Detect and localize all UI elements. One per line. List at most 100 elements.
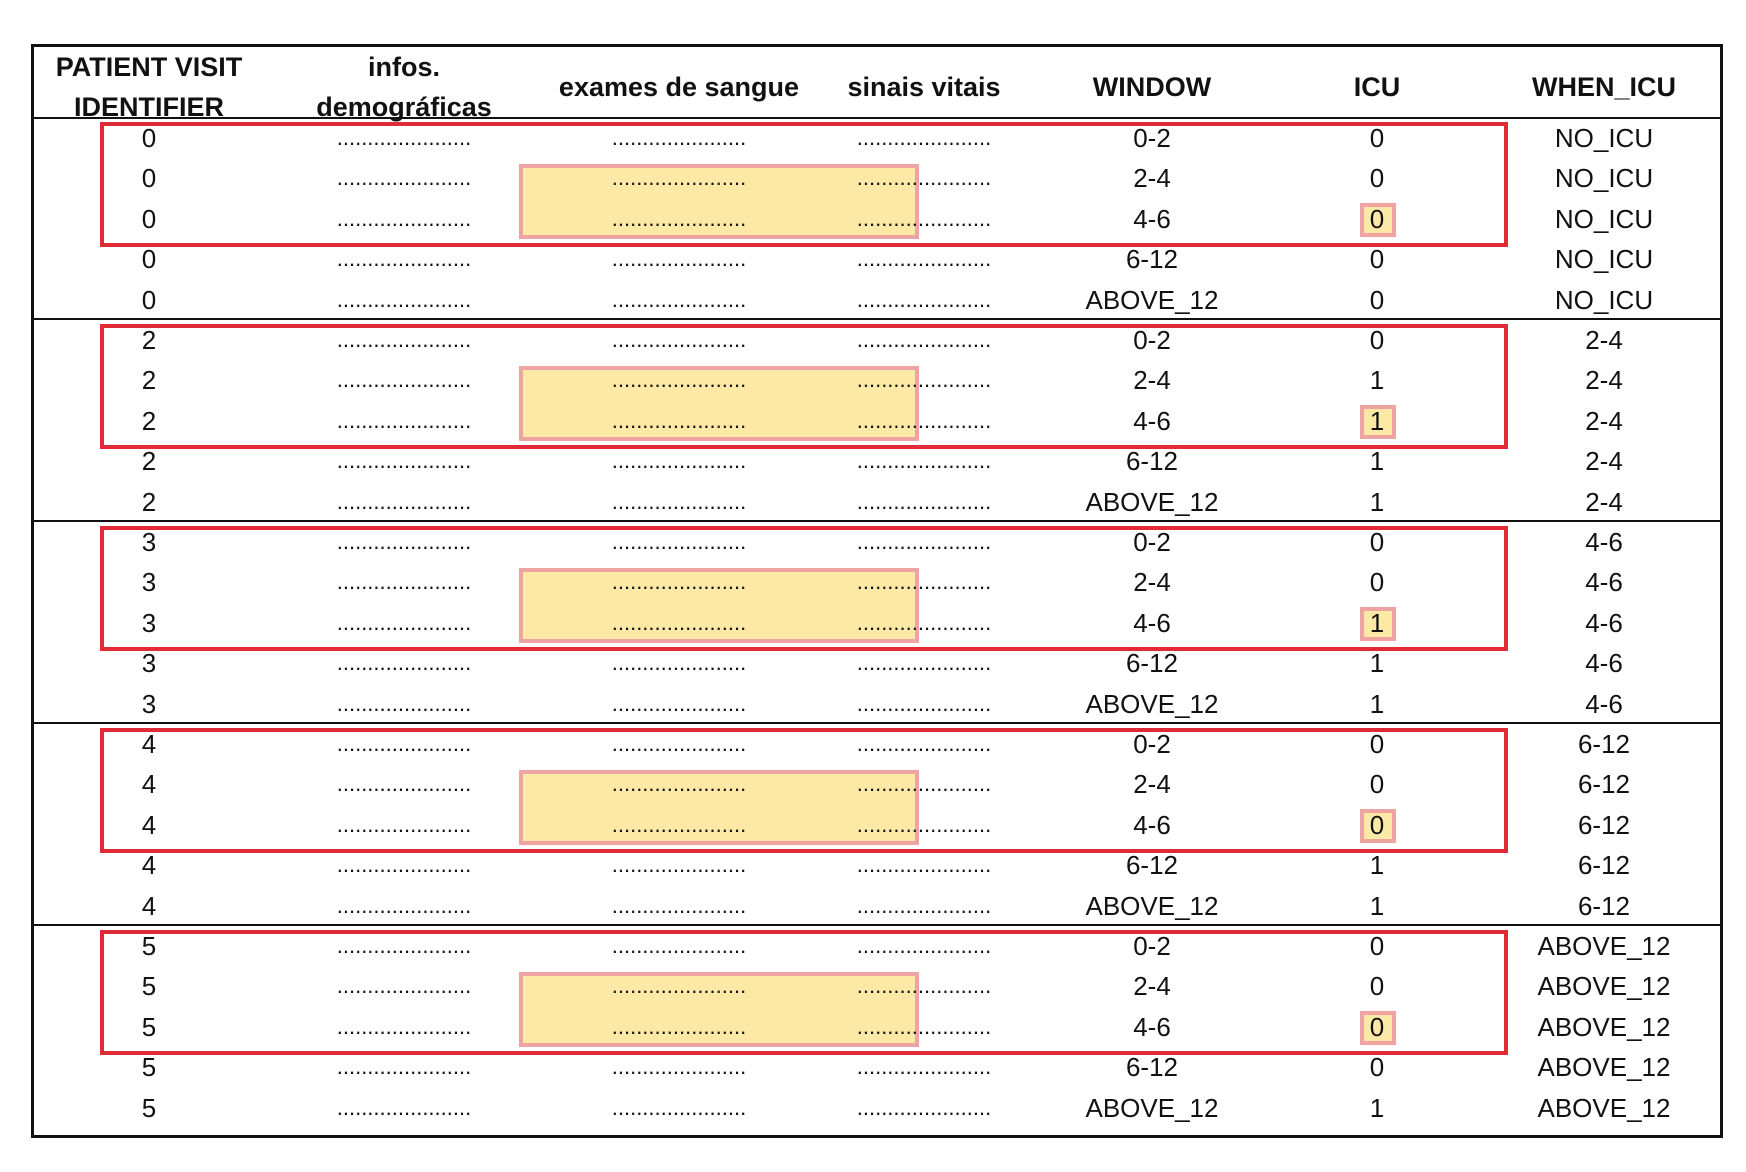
cell-blood: ...................... — [611, 690, 747, 716]
header-label: exames de sangue — [558, 72, 800, 102]
cell-icu: 0 — [1369, 567, 1385, 598]
cell-vitals: ...................... — [856, 650, 992, 676]
cell-demo: ...................... — [336, 205, 472, 231]
cell-icu: 1 — [1369, 607, 1385, 638]
highlight-box — [519, 568, 919, 644]
cell-window: ABOVE_12 — [1085, 688, 1219, 719]
cell-icu: 0 — [1369, 325, 1385, 355]
cell-blood: ...................... — [611, 1054, 747, 1080]
highlight-box — [519, 972, 919, 1048]
header-blood: exames de sangue — [549, 47, 809, 127]
cell-demo: ...................... — [336, 1094, 472, 1120]
cell-id: 5 — [141, 1011, 157, 1042]
cell-window: 0-2 — [1133, 931, 1171, 961]
cell-icu: 1 — [1369, 688, 1385, 719]
cell-icu: 0 — [1369, 769, 1385, 800]
cell-when-icu: ABOVE_12 — [1537, 1092, 1671, 1123]
cell-blood: ...................... — [611, 165, 747, 191]
cell-demo: ...................... — [336, 327, 472, 352]
cell-vitals: ...................... — [856, 933, 992, 958]
cell-blood: ...................... — [611, 286, 747, 312]
cell-icu: 0 — [1369, 284, 1385, 315]
cell-icu: 0 — [1369, 527, 1385, 557]
cell-when-icu: 4-6 — [1585, 567, 1623, 598]
cell-window: 2-4 — [1133, 971, 1171, 1002]
icu-highlight — [1360, 404, 1396, 440]
cell-icu: 1 — [1369, 1092, 1385, 1123]
cell-when-icu: 4-6 — [1585, 688, 1623, 719]
cell-id: 3 — [141, 527, 157, 557]
cell-icu: 0 — [1369, 123, 1385, 153]
header-vitals: sinais vitais — [804, 47, 1044, 127]
cell-window: ABOVE_12 — [1085, 890, 1219, 921]
cell-icu: 0 — [1369, 1052, 1385, 1083]
data-table: PATIENT VISIT IDENTIFIER infos. demográfic… — [31, 44, 1723, 1138]
header-when_icu: WHEN_ICU — [1494, 47, 1714, 127]
cell-blood: ...................... — [611, 488, 747, 514]
cell-icu: 0 — [1369, 163, 1385, 194]
group-box — [100, 526, 1508, 652]
cell-id: 5 — [141, 1052, 157, 1083]
cell-window: 2-4 — [1133, 567, 1171, 598]
icu-highlight — [1360, 606, 1396, 642]
cell-when-icu: 6-12 — [1577, 809, 1631, 840]
group-divider — [34, 722, 1720, 724]
cell-vitals: ...................... — [856, 246, 992, 272]
cell-when-icu: ABOVE_12 — [1537, 971, 1671, 1002]
cell-blood: ...................... — [611, 892, 747, 918]
cell-window: 6-12 — [1125, 244, 1179, 275]
cell-when-icu: 2-4 — [1585, 446, 1623, 477]
cell-id: 4 — [141, 729, 157, 759]
header-id: PATIENT VISIT IDENTIFIER — [39, 47, 259, 127]
cell-id: 3 — [141, 648, 157, 679]
cell-demo: ...................... — [336, 811, 472, 837]
cell-window: 4-6 — [1133, 607, 1171, 638]
cell-when-icu: 6-12 — [1577, 729, 1631, 759]
cell-demo: ...................... — [336, 731, 472, 756]
cell-when-icu: 4-6 — [1585, 527, 1623, 557]
icu-highlight — [1360, 1010, 1396, 1046]
cell-blood: ...................... — [611, 407, 747, 433]
cell-window: 4-6 — [1133, 405, 1171, 436]
cell-blood: ...................... — [611, 529, 747, 554]
cell-window: 6-12 — [1125, 850, 1179, 881]
cell-vitals: ...................... — [856, 448, 992, 474]
cell-vitals: ...................... — [856, 973, 992, 999]
cell-id: 4 — [141, 809, 157, 840]
cell-window: 0-2 — [1133, 729, 1171, 759]
header-label: WHEN_ICU — [1531, 72, 1676, 102]
group-divider — [34, 520, 1720, 522]
cell-blood: ...................... — [611, 731, 747, 756]
cell-icu: 0 — [1369, 809, 1385, 840]
cell-icu: 1 — [1369, 405, 1385, 436]
header-label: infos. demográficas — [316, 52, 492, 122]
cell-icu: 1 — [1369, 890, 1385, 921]
cell-demo: ...................... — [336, 771, 472, 797]
cell-window: ABOVE_12 — [1085, 1092, 1219, 1123]
cell-icu: 1 — [1369, 648, 1385, 679]
cell-id: 3 — [141, 567, 157, 598]
cell-when-icu: 4-6 — [1585, 648, 1623, 679]
cell-demo: ...................... — [336, 448, 472, 474]
highlight-box — [519, 770, 919, 846]
cell-icu: 1 — [1369, 365, 1385, 396]
cell-id: 5 — [141, 1092, 157, 1123]
cell-id: 2 — [141, 446, 157, 477]
cell-vitals: ...................... — [856, 367, 992, 393]
cell-when-icu: 2-4 — [1585, 405, 1623, 436]
cell-window: 0-2 — [1133, 527, 1171, 557]
cell-vitals: ...................... — [856, 609, 992, 635]
cell-blood: ...................... — [611, 205, 747, 231]
cell-demo: ...................... — [336, 529, 472, 554]
cell-vitals: ...................... — [856, 731, 992, 756]
cell-when-icu: ABOVE_12 — [1537, 931, 1671, 961]
cell-window: 4-6 — [1133, 1011, 1171, 1042]
header-divider — [34, 117, 1720, 119]
cell-when-icu: 6-12 — [1577, 769, 1631, 800]
cell-id: 0 — [141, 244, 157, 275]
group-divider — [34, 924, 1720, 926]
cell-vitals: ...................... — [856, 569, 992, 595]
cell-vitals: ...................... — [856, 690, 992, 716]
cell-demo: ...................... — [336, 246, 472, 272]
group-box — [100, 930, 1508, 1056]
